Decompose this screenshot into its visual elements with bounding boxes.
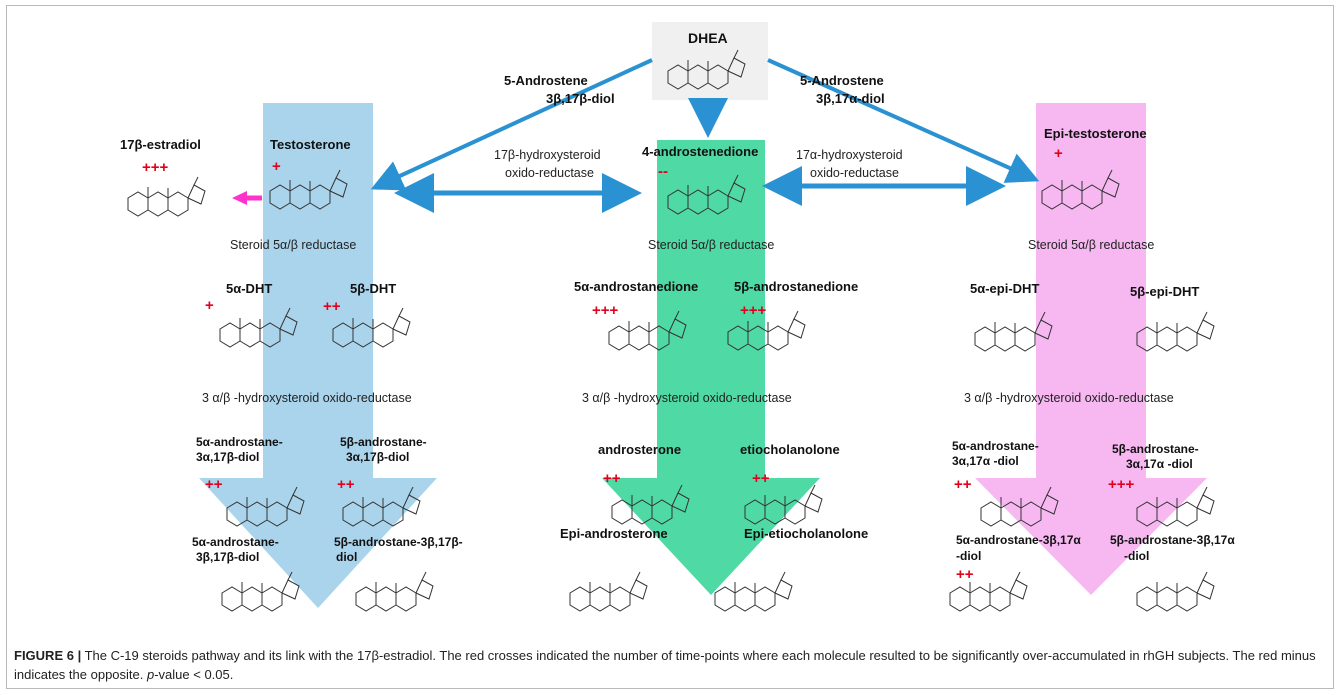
- dhea-box: [652, 22, 768, 100]
- epitestosterone-sign: +: [1054, 145, 1063, 162]
- diol-5b-3b17a-label-1: 5β-androstane-3β,17α: [1110, 533, 1235, 547]
- center-reductase-label: Steroid 5α/β reductase: [648, 238, 775, 252]
- left-oxidoreductase-label: 3 α/β -hydroxysteroid oxido-reductase: [202, 391, 412, 405]
- androstenedione-sign: --: [658, 163, 668, 180]
- estradiol-sign: +++: [142, 159, 169, 176]
- diol-5b-3a17b-label-2: 3α,17β-diol: [346, 450, 410, 464]
- diol-5a-3a17b-label-2: 3α,17β-diol: [196, 450, 260, 464]
- testosterone-sign: +: [272, 158, 281, 175]
- diol-5b-3b17b-label-1: 5β-androstane-3β,17β-: [334, 535, 463, 549]
- androsterone-sign: ++: [603, 470, 621, 487]
- androstanedione-5a-label: 5α-androstanedione: [574, 279, 699, 294]
- epidht-5a-label: 5α-epi-DHT: [970, 281, 1040, 296]
- diol-5a-3b17a-label-2: -diol: [956, 549, 982, 563]
- diol-5a-3a17a-sign: ++: [954, 476, 972, 493]
- caption-p-symbol: p: [146, 667, 155, 682]
- hsd17a-enzyme-label-1: 17α-hydroxysteroid: [796, 148, 903, 162]
- diol-5a-3a17a-label-1: 5α-androstane-: [952, 439, 1039, 453]
- right-reductase-label: Steroid 5α/β reductase: [1028, 238, 1155, 252]
- center-pathway-band: [602, 140, 820, 595]
- dhea-label: DHEA: [688, 30, 728, 46]
- dht-5b-sign: ++: [323, 298, 341, 315]
- diol-5a-3b17b-label-2: 3β,17β-diol: [196, 550, 260, 564]
- diol-5a-3a17a-label-2: 3α,17α -diol: [952, 454, 1019, 468]
- center-oxidoreductase-label: 3 α/β -hydroxysteroid oxido-reductase: [582, 391, 792, 405]
- androstenedione-label: 4-androstenedione: [642, 144, 759, 159]
- right-oxidoreductase-label: 3 α/β -hydroxysteroid oxido-reductase: [964, 391, 1174, 405]
- hsd17b-enzyme-label-2: oxido-reductase: [505, 166, 594, 180]
- epi-androsterone-label: Epi-androsterone: [560, 526, 668, 541]
- arrow-dhea-to-epitestosterone: [767, 58, 1040, 183]
- figure-frame: [6, 5, 1334, 689]
- caption-text-1: The C-19 steroids pathway and its link w…: [14, 648, 1316, 682]
- dht-5a-label: 5α-DHT: [226, 281, 273, 296]
- dht-5a-sign: +: [205, 297, 214, 314]
- right-pathway-band: [975, 103, 1207, 595]
- etiocholanolone-label: etiocholanolone: [740, 442, 840, 457]
- diol-5b-3b17b-label-2: diol: [336, 550, 358, 564]
- diol-5b-3b17a-label-2: -diol: [1124, 549, 1150, 563]
- hsd17a-enzyme-label-2: oxido-reductase: [810, 166, 899, 180]
- diol-5a-3b17b-label-1: 5α-androstane-: [192, 535, 279, 549]
- androstene-17a-diol-label-1: 5-Androstene: [800, 73, 884, 88]
- arrow-to-estradiol-head: [232, 191, 247, 205]
- estradiol-label: 17β-estradiol: [120, 137, 201, 152]
- caption-text-2: -value < 0.05.: [154, 667, 234, 682]
- diol-5b-3a17b-sign: ++: [337, 476, 355, 493]
- left-pathway-band: [199, 103, 437, 608]
- pathway-diagram: [127, 22, 1215, 612]
- androstene-17a-diol-label-2: 3β,17α-diol: [816, 91, 885, 106]
- diol-5a-3b17a-label-1: 5α-androstane-3β,17α: [956, 533, 1081, 547]
- testosterone-label: Testosterone: [270, 137, 351, 152]
- androstanedione-5a-sign: +++: [592, 302, 619, 319]
- diol-5b-3a17a-sign: +++: [1108, 476, 1135, 493]
- diol-5b-3a17b-label-1: 5β-androstane-: [340, 435, 427, 449]
- etiocholanolone-sign: ++: [752, 470, 770, 487]
- left-reductase-label: Steroid 5α/β reductase: [230, 238, 357, 252]
- diol-5b-3a17a-label-1: 5β-androstane-: [1112, 442, 1199, 456]
- androsterone-label: androsterone: [598, 442, 682, 457]
- diol-5b-3a17a-label-2: 3α,17α -diol: [1126, 457, 1193, 471]
- hsd17b-enzyme-label-1: 17β-hydroxysteroid: [494, 148, 601, 162]
- epidht-5b-label: 5β-epi-DHT: [1130, 284, 1200, 299]
- arrow-dhea-to-testosterone: [370, 58, 653, 191]
- epi-etiocholanolone-label: Epi-etiocholanolone: [744, 526, 869, 541]
- diol-5a-3a17b-sign: ++: [205, 476, 223, 493]
- diol-5a-3a17b-label-1: 5α-androstane-: [196, 435, 283, 449]
- dht-5b-label: 5β-DHT: [350, 281, 397, 296]
- androstanedione-5b-sign: +++: [740, 302, 767, 319]
- diol-5a-3b17a-sign: ++: [956, 566, 974, 583]
- figure-label: FIGURE 6 |: [14, 648, 82, 663]
- androstene-17b-diol-label-1: 5-Androstene: [504, 73, 588, 88]
- androstene-17b-diol-label-2: 3β,17β-diol: [546, 91, 615, 106]
- androstanedione-5b-label: 5β-androstanedione: [734, 279, 859, 294]
- epitestosterone-label: Epi-testosterone: [1044, 126, 1147, 141]
- figure-caption: FIGURE 6 | The C-19 steroids pathway and…: [14, 646, 1324, 684]
